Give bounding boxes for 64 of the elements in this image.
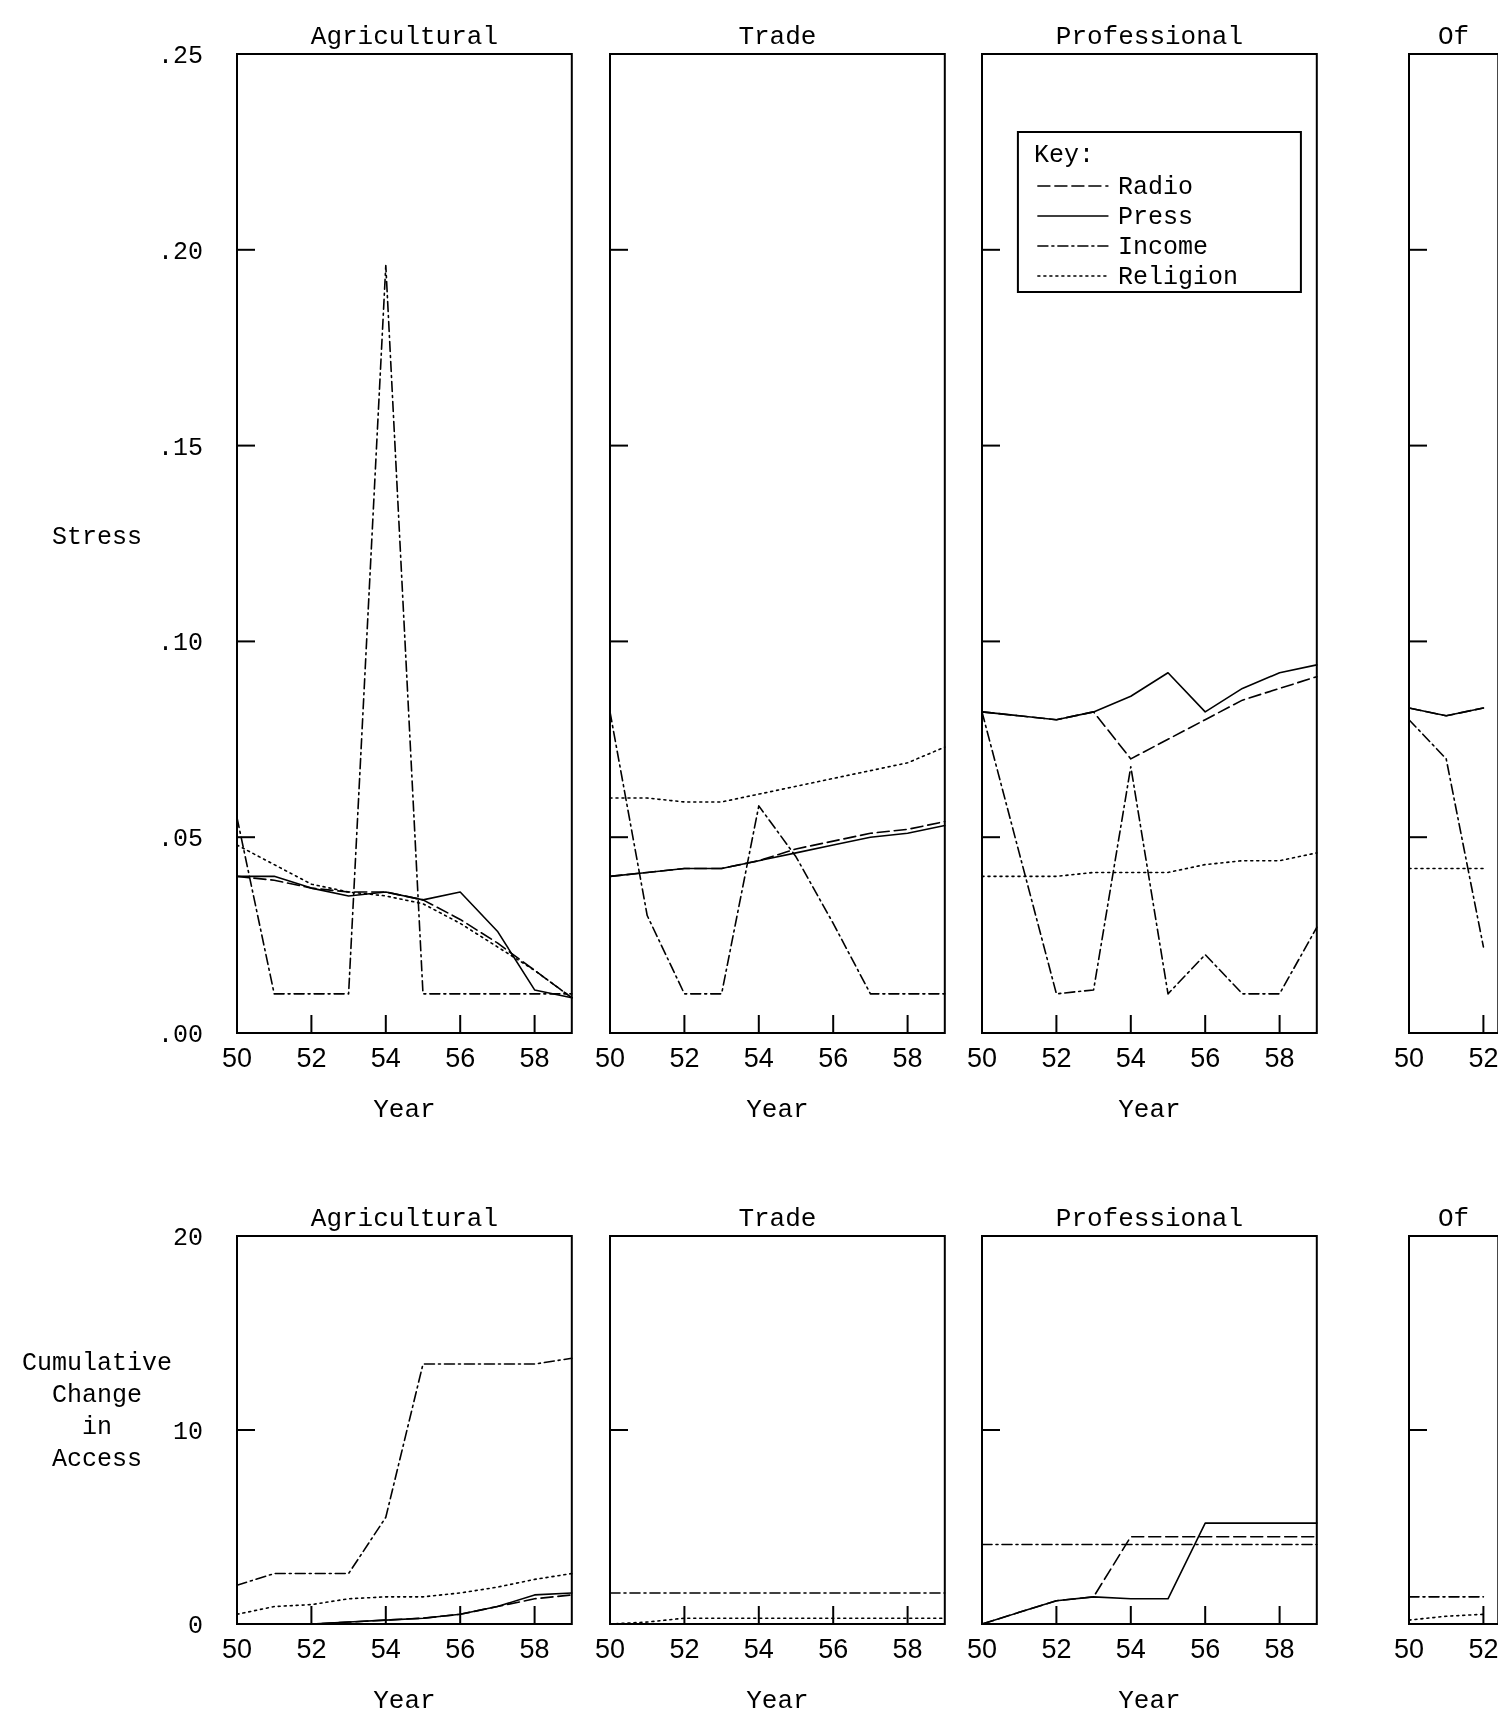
x-tick-label: 52 — [669, 1634, 700, 1664]
x-tick-label: 52 — [296, 1043, 327, 1073]
x-tick-label: 52 — [669, 1043, 700, 1073]
y-tick-label: .20 — [157, 237, 203, 267]
x-tick-label: 56 — [818, 1634, 849, 1664]
chart-title: Trade — [738, 1204, 817, 1234]
chart-title: Trade — [738, 22, 817, 52]
x-axis-title: Year — [1118, 1095, 1181, 1125]
x-tick-label: 56 — [818, 1043, 849, 1073]
x-tick-label: 58 — [892, 1043, 923, 1073]
x-tick-label: 58 — [519, 1043, 550, 1073]
legend-label: Press — [1117, 203, 1193, 232]
y-tick-label: .15 — [157, 433, 203, 463]
x-tick-label: 50 — [966, 1634, 998, 1664]
x-tick-label: 56 — [1190, 1634, 1221, 1664]
x-tick-label: 54 — [743, 1634, 774, 1664]
x-tick-label: 58 — [892, 1634, 923, 1664]
y-tick-label: .00 — [157, 1021, 203, 1050]
chart-title: Agricultural — [310, 1204, 499, 1234]
x-tick-label: 50 — [966, 1043, 998, 1073]
x-tick-label: 54 — [1115, 1043, 1146, 1073]
x-tick-label: 54 — [1115, 1634, 1146, 1664]
y-tick-label: 20 — [172, 1224, 203, 1253]
x-tick-label: 58 — [519, 1634, 550, 1664]
x-tick-label: 56 — [445, 1634, 476, 1664]
x-tick-label: 54 — [370, 1043, 401, 1073]
chart-title: Of — [1438, 1204, 1470, 1234]
x-tick-label: 50 — [221, 1634, 253, 1664]
x-tick-label: 52 — [1468, 1043, 1499, 1073]
y-axis-title: Stress — [51, 522, 143, 552]
x-tick-label: 50 — [1393, 1634, 1425, 1664]
x-axis-title: Year — [746, 1686, 809, 1716]
x-axis-title: Year — [746, 1095, 809, 1125]
legend-title: Key: — [1033, 141, 1094, 170]
x-axis-title: Year — [373, 1686, 436, 1716]
x-tick-label: 50 — [221, 1043, 253, 1073]
x-tick-label: 54 — [370, 1634, 401, 1664]
x-tick-label: 52 — [1468, 1634, 1499, 1664]
y-tick-label: 10 — [172, 1418, 203, 1447]
x-tick-label: 54 — [743, 1043, 774, 1073]
y-axis-title: Cumulative Change in Access — [21, 1349, 173, 1474]
chart-title: Agricultural — [310, 22, 499, 52]
legend-label: Income — [1117, 233, 1208, 262]
x-tick-label: 52 — [1041, 1634, 1072, 1664]
x-tick-label: 52 — [296, 1634, 327, 1664]
x-tick-label: 58 — [1264, 1634, 1295, 1664]
x-tick-label: 58 — [1264, 1043, 1295, 1073]
x-tick-label: 50 — [594, 1043, 626, 1073]
legend-label: Radio — [1117, 173, 1193, 202]
x-axis-title: Year — [373, 1095, 436, 1125]
y-tick-label: .25 — [157, 42, 203, 71]
legend-label: Religion — [1117, 263, 1238, 292]
y-tick-label: .10 — [157, 629, 203, 659]
x-tick-label: 50 — [594, 1634, 626, 1664]
x-tick-label: 52 — [1041, 1043, 1072, 1073]
y-tick-label: 0 — [187, 1612, 203, 1641]
y-tick-label: .05 — [157, 825, 203, 855]
x-tick-label: 50 — [1393, 1043, 1425, 1073]
chart-title: Professional — [1055, 22, 1244, 52]
x-axis-title: Year — [1118, 1686, 1181, 1716]
chart-title: Of — [1438, 22, 1470, 52]
x-tick-label: 56 — [1190, 1043, 1221, 1073]
chart-title: Professional — [1055, 1204, 1244, 1234]
x-tick-label: 56 — [445, 1043, 476, 1073]
